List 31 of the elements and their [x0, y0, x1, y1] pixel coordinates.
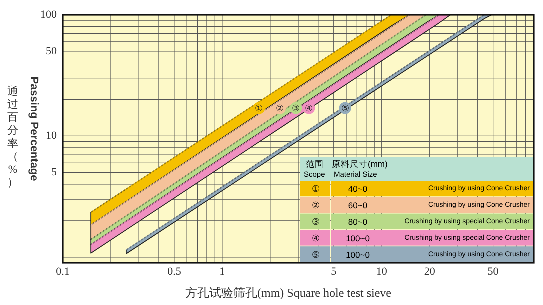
x-tick-label: 0.5 [168, 266, 182, 278]
text: 通过百分率（%） [8, 85, 18, 189]
x-tick-label: 50 [488, 266, 500, 278]
y-tick-label: 100 [40, 9, 58, 21]
annotation: ③ [292, 103, 300, 114]
annotation: ④ [305, 103, 314, 114]
x-axis-title: 方孔试验筛孔(mm) Square hole test sieve [186, 286, 392, 300]
text: ③ [312, 217, 320, 227]
annotation: ① [255, 103, 264, 114]
text: ① [312, 184, 320, 194]
y-tick-label: 5 [52, 166, 58, 179]
x-tick-label: 1 [220, 266, 226, 278]
annotation: ⑤ [341, 103, 350, 114]
y-tick-label: 50 [46, 45, 58, 58]
legend-label: 100~0 [346, 233, 370, 244]
y-axis-title: Passing Percentage [28, 76, 40, 182]
text: ⑤ [312, 250, 320, 260]
text: ④ [312, 233, 320, 244]
x-tick-label: 20 [424, 266, 436, 278]
x-tick-label: 5 [331, 266, 338, 278]
annotation: 范围 [306, 159, 324, 169]
legend-label: 100~0 [346, 250, 370, 260]
legend-label: 60~0 [348, 200, 368, 211]
annotation: ② [276, 103, 284, 114]
x-tick-label: 10 [376, 266, 388, 278]
y-tick-label: 10 [46, 130, 58, 142]
legend-label: 80~0 [348, 217, 368, 227]
legend-label: 40~0 [348, 184, 368, 194]
annotation: 原料尺寸(mm) [332, 159, 388, 169]
text: ② [312, 200, 320, 211]
x-tick-label: 0.1 [56, 266, 70, 278]
